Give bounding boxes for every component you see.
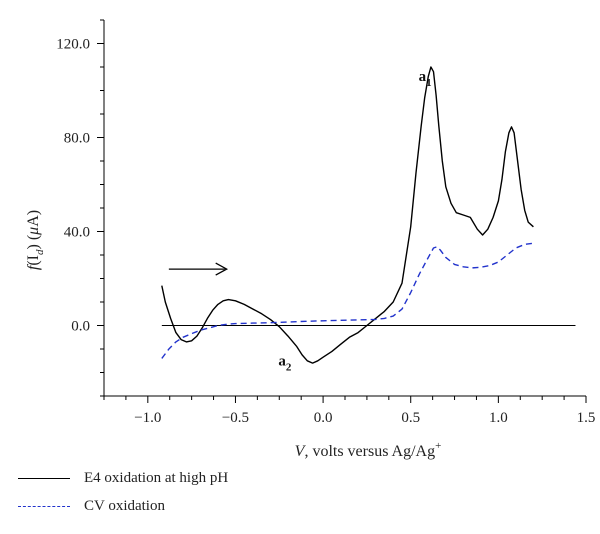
x-tick-label: 0.0 [314,410,333,426]
series-layer [161,66,534,364]
y-tick-label: 80.0 [64,131,90,147]
annotations: a1 a2 [168,69,432,373]
x-tick-label: 0.5 [401,410,420,426]
legend-swatch-solid [18,477,70,479]
legend-item-e4: E4 oxidation at high pH [18,464,438,492]
x-tick-label: 1.5 [577,410,596,426]
series-line-cv [161,242,534,359]
x-tick-label: 1.0 [489,410,508,426]
peak-label: a2 [278,353,292,373]
y-tick-label: 0.0 [71,319,90,335]
x-tick-label: −0.5 [222,410,249,426]
chart: −1.0 −0.5 0.0 0.5 1.0 1.5 0.0 40.0 80.0 120.0 a1… [25,19,596,460]
legend: E4 oxidation at high pH CV oxidation [18,464,438,520]
y-tick-label: 120.0 [56,37,90,53]
y-tick-label: 40.0 [64,225,90,241]
y-axis-title: f(Id) (μA) [25,210,46,270]
axes [103,20,586,397]
x-tick-label: −1.0 [134,410,161,426]
x-ticks: −1.0 −0.5 0.0 0.5 1.0 1.5 [103,396,596,426]
legend-item-cv: CV oxidation [18,492,438,520]
x-axis-title: V, volts versus Ag/Ag+ [295,440,442,460]
y-ticks: 0.0 40.0 80.0 120.0 [56,19,104,397]
legend-label-cv: CV oxidation [84,497,165,514]
series-line-e4 [161,66,534,364]
arrow-head [215,262,229,276]
legend-swatch-dashed [18,505,70,507]
peak-label: a1 [419,69,432,89]
legend-label-e4: E4 oxidation at high pH [84,469,229,486]
